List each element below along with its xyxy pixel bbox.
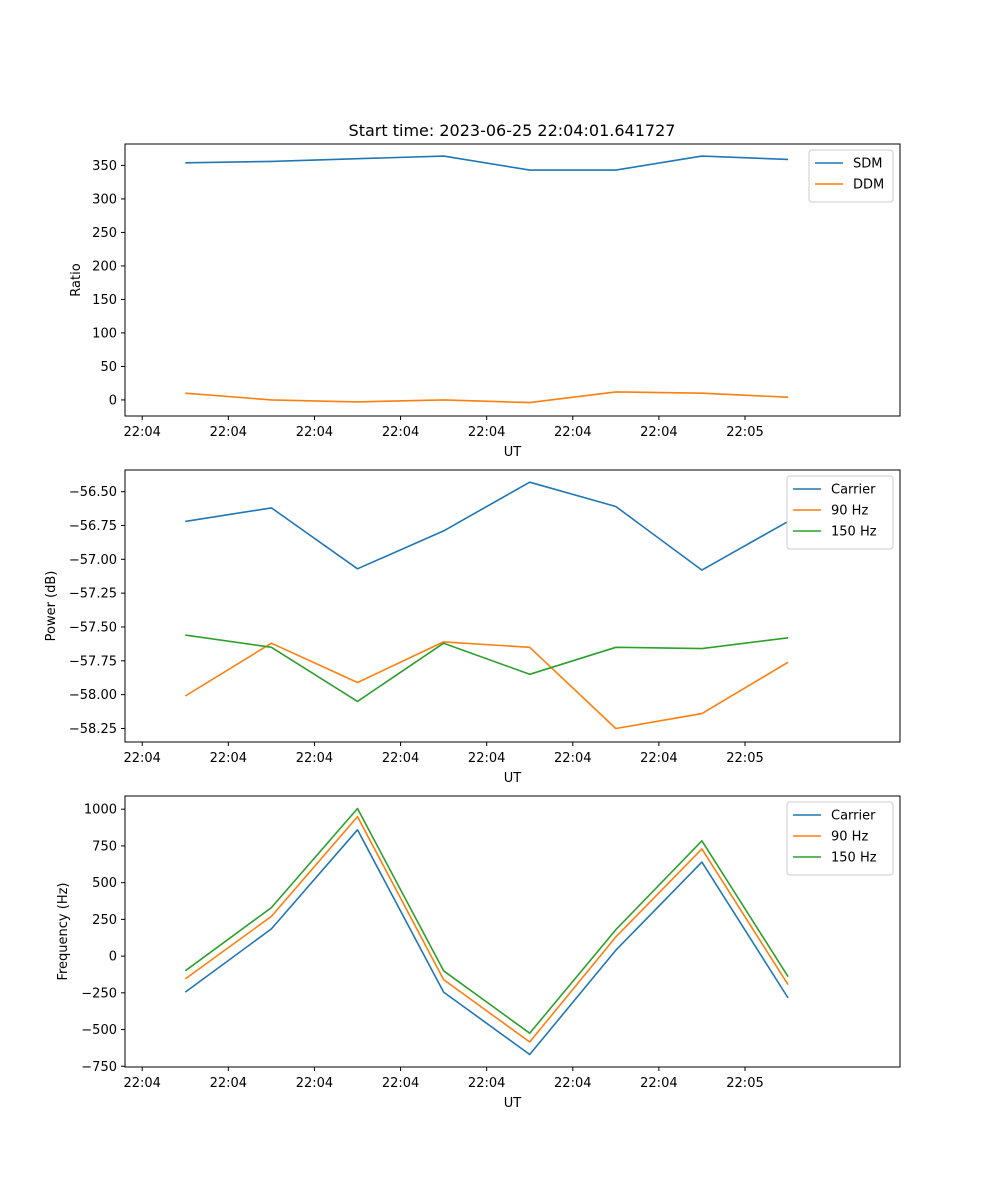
series-line-150-hz bbox=[185, 634, 789, 703]
axes-frame bbox=[124, 143, 901, 417]
x-tick-label: 22:04 bbox=[554, 751, 591, 766]
x-tick-label: 22:04 bbox=[554, 1076, 591, 1091]
series-line-ddm bbox=[185, 391, 789, 404]
y-tick-label: 0 bbox=[109, 950, 117, 965]
y-tick-label: 0 bbox=[109, 393, 117, 408]
x-tick-label: 22:05 bbox=[726, 751, 763, 766]
series-line-150-hz bbox=[184, 807, 789, 1034]
x-axis-label: UT bbox=[504, 1096, 522, 1111]
figure-title: Start time: 2023-06-25 22:04:01.641727 bbox=[349, 121, 676, 140]
x-tick-label: 22:04 bbox=[640, 425, 677, 440]
y-tick-label: −56.75 bbox=[69, 519, 117, 534]
x-tick-label: 22:04 bbox=[640, 1076, 677, 1091]
x-tick-label: 22:04 bbox=[123, 751, 160, 766]
y-tick-label: −750 bbox=[81, 1060, 117, 1075]
y-axis-label: Frequency (Hz) bbox=[56, 882, 71, 980]
x-tick-label: 22:04 bbox=[468, 425, 505, 440]
axes-frame bbox=[124, 469, 901, 743]
x-tick-label: 22:04 bbox=[640, 751, 677, 766]
x-tick-label: 22:04 bbox=[210, 425, 247, 440]
y-tick-label: −58.25 bbox=[69, 722, 117, 737]
series-line-sdm bbox=[185, 155, 789, 171]
x-axis-label: UT bbox=[504, 771, 522, 786]
y-tick-label: −250 bbox=[81, 986, 117, 1001]
y-tick-label: 500 bbox=[92, 876, 117, 891]
series-line-90-hz bbox=[184, 815, 789, 1043]
y-axis-label: Power (dB) bbox=[44, 571, 59, 642]
x-tick-label: 22:05 bbox=[726, 1076, 763, 1091]
y-tick-label: 150 bbox=[92, 293, 117, 308]
y-tick-label: −57.25 bbox=[69, 587, 117, 602]
y-tick-label: −57.75 bbox=[69, 654, 117, 669]
legend-label: 90 Hz bbox=[831, 830, 868, 845]
x-tick-label: 22:04 bbox=[123, 1076, 160, 1091]
y-axis-label: Ratio bbox=[69, 263, 84, 296]
y-tick-label: −57.50 bbox=[69, 620, 117, 635]
x-tick-label: 22:04 bbox=[468, 751, 505, 766]
x-tick-label: 22:05 bbox=[726, 425, 763, 440]
x-tick-label: 22:04 bbox=[554, 425, 591, 440]
subplot-2: 22:04 22:04 22:04 22:04 22:04 22:04 22:04 22:05… bbox=[44, 469, 901, 786]
series-line-90-hz bbox=[184, 641, 789, 730]
y-tick-label: −56.50 bbox=[69, 485, 117, 500]
y-tick-label: 250 bbox=[92, 913, 117, 928]
x-tick-label: 22:04 bbox=[382, 751, 419, 766]
x-tick-label: 22:04 bbox=[296, 751, 333, 766]
y-tick-label: 50 bbox=[100, 360, 117, 375]
subplot-1: 22:04 22:04 22:04 22:04 22:04 22:04 22:04 22:05… bbox=[69, 143, 901, 460]
y-tick-label: 1000 bbox=[84, 803, 117, 818]
y-tick-label: 200 bbox=[92, 259, 117, 274]
y-tick-label: 250 bbox=[92, 226, 117, 241]
legend-label: 90 Hz bbox=[831, 504, 868, 519]
legend-label: 150 Hz bbox=[831, 525, 877, 540]
y-tick-label: 100 bbox=[92, 326, 117, 341]
legend-label: Carrier bbox=[831, 809, 876, 824]
subplots: 22:04 22:04 22:04 22:04 22:04 22:04 22:04 22:05… bbox=[44, 143, 901, 1111]
axes-frame bbox=[124, 795, 901, 1068]
x-tick-label: 22:04 bbox=[382, 425, 419, 440]
x-tick-label: 22:04 bbox=[296, 1076, 333, 1091]
x-tick-label: 22:04 bbox=[382, 1076, 419, 1091]
legend-label: DDM bbox=[853, 178, 884, 193]
x-tick-label: 22:04 bbox=[210, 751, 247, 766]
series-line-carrier bbox=[185, 481, 789, 571]
x-tick-label: 22:04 bbox=[123, 425, 160, 440]
legend-label: Carrier bbox=[831, 483, 876, 498]
y-tick-label: −57.00 bbox=[69, 553, 117, 568]
x-tick-label: 22:04 bbox=[210, 1076, 247, 1091]
series-line-carrier bbox=[184, 828, 789, 1056]
y-tick-label: 750 bbox=[92, 839, 117, 854]
subplot-3: 22:04 22:04 22:04 22:04 22:04 22:04 22:04 22:05… bbox=[56, 795, 901, 1111]
x-tick-label: 22:04 bbox=[296, 425, 333, 440]
legend-label: SDM bbox=[853, 157, 882, 172]
x-axis-label: UT bbox=[504, 445, 522, 460]
y-tick-label: 350 bbox=[92, 159, 117, 174]
x-tick-label: 22:04 bbox=[468, 1076, 505, 1091]
legend-label: 150 Hz bbox=[831, 851, 877, 866]
y-tick-label: −500 bbox=[81, 1023, 117, 1038]
y-tick-label: 300 bbox=[92, 192, 117, 207]
y-tick-label: −58.00 bbox=[69, 688, 117, 703]
